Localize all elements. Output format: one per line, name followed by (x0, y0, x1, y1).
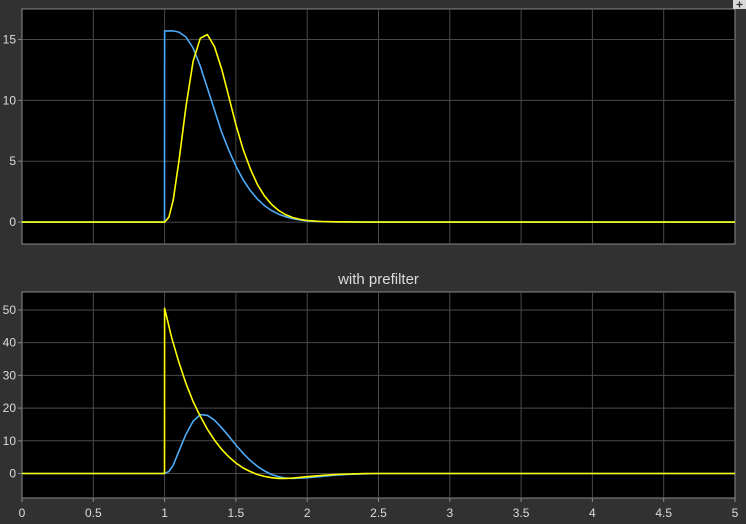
bottom-axes: 0 10 20 30 40 50 0 0.5 1 1.5 2 2.5 3 3.5 4 4.5 5 (3, 291, 739, 520)
bottom-ytick-label: 30 (3, 368, 17, 382)
bottom-series (22, 307, 735, 480)
bottom-ytick-label: 40 (3, 336, 17, 350)
bottom-xtick-label: 5 (732, 506, 739, 520)
bottom-xtick-label: 3.5 (513, 506, 530, 520)
bottom-ytick-label: 0 (9, 466, 16, 480)
bottom-xtick-label: 0 (19, 506, 26, 520)
bottom-ytick-label: 20 (3, 401, 17, 415)
top-ytick-label: 10 (3, 93, 17, 107)
bottom-ytick-label: 50 (3, 303, 17, 317)
bottom-xtick-label: 4.5 (655, 506, 672, 520)
bottom-xtick-label: 1 (161, 506, 168, 520)
top-ytick-labels: 0 5 10 15 (3, 32, 22, 229)
axes-menu-icon[interactable] (733, 0, 746, 9)
bottom-grid (22, 292, 735, 498)
bottom-xtick-label: 4 (589, 506, 596, 520)
top-series (22, 30, 735, 223)
top-ytick-label: 0 (9, 215, 16, 229)
bottom-xtick-label: 2 (304, 506, 311, 520)
top-ytick-label: 15 (3, 32, 17, 46)
top-series-line-2 (22, 33, 735, 223)
bottom-xtick-label: 2.5 (370, 506, 387, 520)
bottom-xtick-label: 3 (446, 506, 453, 520)
bottom-series-line-2 (22, 307, 735, 480)
top-ytick-label: 5 (9, 154, 16, 168)
top-axes: 0 5 10 15 (3, 8, 736, 245)
bottom-ytick-label: 10 (3, 434, 17, 448)
bottom-xtick-label: 1.5 (228, 506, 245, 520)
bottom-xtick-label: 0.5 (85, 506, 102, 520)
bottom-xtick-labels: 0 0.5 1 1.5 2 2.5 3 3.5 4 4.5 5 (19, 498, 739, 520)
bottom-ytick-labels: 0 10 20 30 40 50 (3, 303, 22, 480)
bottom-axes-title: with prefilter (337, 271, 419, 288)
